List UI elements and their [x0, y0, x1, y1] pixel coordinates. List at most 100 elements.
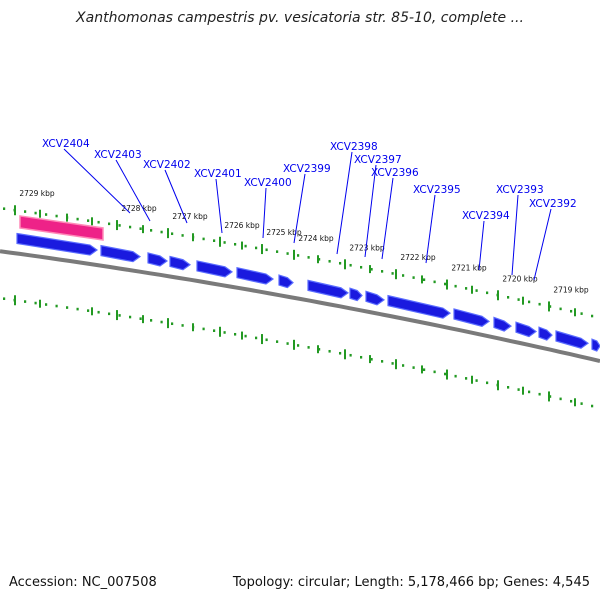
gene-arrow: [307, 279, 350, 299]
scale-dot: [423, 278, 426, 282]
scale-dot: [24, 300, 27, 303]
scale-dot: [318, 348, 321, 351]
gene-label: XCV2404: [42, 138, 90, 150]
accession-label: Accession: NC_007508: [9, 575, 157, 590]
scale-dot: [3, 297, 6, 301]
scale-tick-label: 2720 kbp: [502, 274, 538, 283]
scale-dot: [76, 307, 79, 311]
scale-dot: [108, 222, 111, 226]
gene-arrow: [100, 244, 142, 263]
scale-dot: [297, 344, 300, 347]
gene-label: XCV2403: [94, 149, 142, 161]
scale-dot: [559, 397, 562, 401]
gene-leader-line: [511, 194, 519, 276]
gene-arrow: [169, 255, 192, 271]
scale-dot: [433, 280, 436, 284]
scale-dot: [559, 307, 562, 311]
scale-dot: [66, 306, 69, 309]
scale-dot: [297, 254, 300, 257]
scale-dot: [87, 309, 90, 312]
gene-label: XCV2398: [330, 141, 378, 153]
scale-dot: [24, 210, 27, 213]
scale-dot: [549, 395, 552, 398]
gene-label: XCV2402: [143, 159, 191, 171]
scale-dot: [339, 351, 342, 355]
scale-dot: [391, 272, 394, 275]
scale-dot: [160, 230, 163, 234]
scale-dot: [97, 310, 100, 314]
scale-dot: [45, 213, 48, 216]
gene-leader-line: [364, 164, 377, 258]
scale-dot: [402, 364, 405, 367]
scale-dot: [129, 315, 132, 319]
scale-tick-label: 2723 kbp: [349, 243, 385, 252]
gene-label: XCV2401: [194, 168, 242, 180]
scale-dot: [3, 207, 6, 211]
gene-arrow: [147, 252, 169, 267]
gene-label: XCV2392: [529, 198, 577, 210]
scale-dot: [528, 300, 531, 304]
gene-leader-line: [262, 187, 267, 239]
scale-dot: [465, 377, 468, 380]
scale-dot: [87, 219, 90, 222]
scale-dot: [412, 366, 415, 369]
gene-arrow: [349, 287, 363, 302]
scale-dot: [580, 312, 583, 315]
scale-dot: [76, 217, 79, 221]
scale-dot: [276, 250, 279, 253]
scale-tick-label: 2726 kbp: [224, 221, 260, 230]
scale-tick-label: 2719 kbp: [553, 285, 589, 294]
scale-dot: [370, 357, 373, 361]
scale-dot: [171, 232, 174, 236]
gene-leader-line: [478, 220, 485, 271]
scale-dot: [528, 390, 531, 394]
scale-dot: [171, 322, 174, 326]
scale-dot: [286, 252, 289, 255]
scale-dot: [454, 284, 457, 288]
scale-dot: [244, 334, 247, 338]
scale-tick-label: 2728 kbp: [121, 204, 157, 213]
scale-dot: [307, 346, 310, 349]
scale-dot: [454, 374, 457, 378]
scale-dot: [475, 379, 478, 382]
highlighted-gene: [19, 215, 104, 241]
gene-label: XCV2396: [371, 167, 419, 179]
scale-dot: [276, 340, 279, 343]
scale-dot: [517, 298, 520, 301]
scale-dot: [349, 263, 352, 267]
scale-dot: [97, 220, 100, 224]
scale-dot: [265, 338, 268, 342]
gene-arrow: [538, 326, 553, 341]
scale-dot: [150, 319, 153, 322]
scale-dot: [234, 332, 237, 336]
genome-summary: Topology: circular; Length: 5,178,466 bp…: [232, 575, 590, 590]
scale-dot: [538, 392, 541, 396]
scale-dot: [223, 331, 226, 334]
scale-dot: [181, 324, 184, 327]
gene-arrow: [515, 321, 538, 338]
gene-arrow: [236, 266, 275, 285]
scale-dot: [328, 349, 331, 353]
genome-backbone: [0, 249, 600, 363]
scale-dot: [465, 287, 468, 290]
scale-dot: [570, 399, 573, 403]
scale-tick-label: 2724 kbp: [298, 234, 334, 243]
scale-dot: [286, 342, 289, 345]
scale-dot: [213, 329, 216, 332]
scale-dot: [570, 309, 573, 313]
scale-ring-inner: [3, 297, 594, 408]
scale-dot: [433, 370, 436, 374]
gene-label: XCV2394: [462, 210, 510, 222]
scale-dot: [486, 381, 489, 385]
gene-arrow: [387, 294, 452, 319]
gene-arrow: [591, 338, 600, 352]
scale-dot: [255, 336, 258, 340]
scale-dot: [580, 402, 583, 405]
gene-arrow: [196, 260, 234, 278]
scale-dot: [202, 327, 205, 331]
scale-dot: [360, 265, 363, 269]
gene-leader-line: [115, 159, 151, 222]
scale-dot: [328, 259, 331, 263]
